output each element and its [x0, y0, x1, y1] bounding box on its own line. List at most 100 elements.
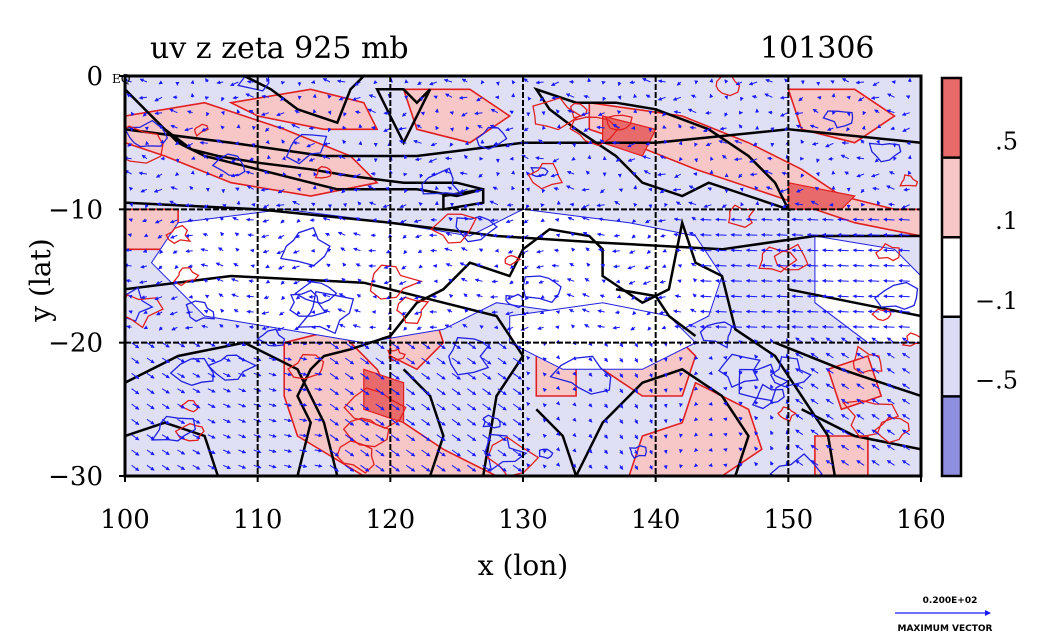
wind-vector — [238, 464, 247, 469]
wind-vector — [852, 294, 865, 299]
wind-vector — [723, 386, 728, 391]
height-contour — [125, 201, 921, 251]
wind-vector — [185, 233, 193, 238]
wind-vector — [597, 309, 605, 314]
wind-vector — [776, 248, 788, 253]
wind-vector — [603, 388, 608, 393]
wind-vector — [754, 446, 759, 451]
wind-vector — [248, 325, 254, 330]
wind-vector — [572, 417, 577, 422]
wind-vector — [776, 217, 788, 222]
wind-vector — [435, 125, 440, 131]
wind-vector — [646, 249, 652, 254]
vorticity-contour — [179, 399, 200, 413]
wind-vector — [552, 158, 560, 163]
wind-vector — [810, 444, 819, 451]
wind-vector — [806, 324, 819, 329]
wind-vector — [663, 388, 668, 393]
wind-vector — [699, 278, 712, 283]
wind-vector — [770, 202, 775, 207]
wind-vector — [313, 171, 318, 177]
wind-vector — [129, 202, 133, 208]
wind-vector — [192, 418, 201, 424]
height-contour — [125, 128, 921, 158]
wind-vector — [901, 337, 910, 344]
wind-vector — [323, 278, 331, 283]
wind-vector — [678, 156, 683, 162]
wind-vector — [568, 308, 575, 313]
wind-vector — [449, 111, 454, 115]
wind-vector — [174, 171, 180, 177]
wind-vector — [572, 143, 577, 148]
wind-vector — [521, 154, 529, 160]
wind-vector — [541, 188, 546, 194]
wind-vector — [856, 398, 865, 405]
wind-vector — [235, 324, 240, 329]
wind-vector — [467, 403, 477, 411]
wind-vector — [538, 139, 544, 144]
wind-vector — [791, 324, 803, 329]
wind-vector — [901, 414, 910, 420]
wind-vector — [284, 372, 293, 377]
wind-vector — [421, 403, 431, 411]
wind-vector — [482, 388, 492, 396]
wind-vector — [353, 309, 361, 313]
wind-vector — [825, 352, 834, 359]
height-contour — [615, 288, 697, 337]
wind-vector — [619, 465, 624, 470]
wind-vector — [612, 124, 621, 129]
wind-vector — [583, 127, 590, 132]
wind-vector — [177, 372, 186, 378]
wind-vector — [174, 264, 179, 270]
wind-vector — [871, 444, 880, 451]
wind-vector — [245, 217, 254, 222]
wind-vector — [464, 140, 469, 146]
vorticity-contour — [314, 165, 333, 179]
wind-vector — [630, 326, 636, 331]
wind-vector — [185, 310, 193, 315]
wind-vector — [634, 434, 639, 440]
wind-vector — [159, 249, 164, 255]
wind-vector — [329, 449, 339, 457]
wind-vector — [413, 139, 422, 144]
wind-vector — [837, 294, 849, 299]
wind-vector — [329, 342, 339, 350]
wind-vector — [907, 154, 912, 160]
wind-vector — [299, 448, 308, 453]
wind-vector — [444, 156, 453, 161]
wind-vector — [445, 263, 453, 267]
wind-vector — [526, 371, 531, 376]
wind-vector — [821, 217, 834, 222]
wind-vector — [806, 217, 819, 222]
wind-vector — [874, 158, 880, 163]
wind-vector — [612, 249, 620, 254]
wind-vector — [314, 463, 323, 468]
wind-vector — [375, 464, 385, 472]
vorticity-contour — [505, 293, 525, 309]
wind-vector — [658, 310, 666, 315]
wind-vector — [268, 464, 277, 469]
wind-vector — [161, 449, 170, 456]
wind-vector — [512, 357, 523, 365]
wind-vector — [902, 127, 910, 132]
wind-vector — [238, 403, 247, 408]
wind-vector — [249, 248, 255, 253]
wind-vector — [262, 204, 270, 209]
positive-vorticity-area — [787, 88, 896, 144]
wind-vector — [718, 139, 727, 144]
wind-vector — [856, 156, 865, 161]
wind-vector — [674, 173, 682, 178]
wind-vector — [222, 372, 232, 377]
wind-vector — [284, 433, 293, 438]
wind-vector — [760, 248, 773, 253]
wind-vector — [177, 403, 186, 409]
wind-vector — [436, 449, 446, 457]
wind-vector — [421, 464, 431, 472]
wind-vector — [619, 388, 624, 394]
y-axis-label: y (lat) — [24, 238, 57, 322]
wind-vector — [614, 310, 620, 315]
wind-vector — [883, 324, 895, 329]
wind-vector — [297, 173, 302, 178]
wind-vector — [599, 188, 605, 194]
wind-vector — [825, 142, 834, 148]
